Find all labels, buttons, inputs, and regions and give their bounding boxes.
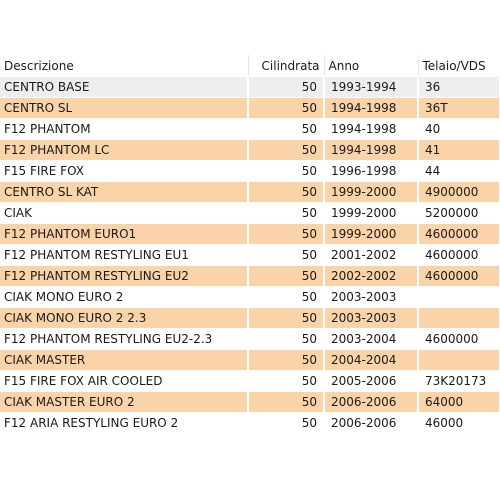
table-row[interactable]: F12 PHANTOM RESTYLING EU2-2.3 50 2003-2004… <box>0 328 500 350</box>
cell-cilindrata: 50 <box>248 349 325 371</box>
table-row[interactable]: F12 PHANTOM RESTYLING EU1 50 2001-2002 4600… <box>0 244 500 266</box>
column-header-anno[interactable]: Anno <box>324 55 419 77</box>
cell-telaio <box>418 307 500 329</box>
cell-descrizione: F12 PHANTOM EURO1 <box>0 223 249 245</box>
cell-cilindrata: 50 <box>248 202 325 224</box>
table-row[interactable]: CIAK 50 1999-2000 5200000 <box>0 202 500 224</box>
cell-cilindrata: 50 <box>248 139 325 161</box>
cell-telaio: 4600000 <box>418 265 500 287</box>
cell-telaio: 4900000 <box>418 181 500 203</box>
table-row[interactable]: CENTRO BASE 50 1993-1994 36 <box>0 76 500 98</box>
cell-anno: 2001-2002 <box>324 244 419 266</box>
cell-anno: 1999-2000 <box>324 202 419 224</box>
table-row[interactable]: CIAK MASTER 50 2004-2004 <box>0 349 500 371</box>
cell-telaio: 4600000 <box>418 244 500 266</box>
models-table: Descrizione Cilindrata Anno Telaio/VDS C… <box>0 55 500 433</box>
cell-telaio <box>418 349 500 371</box>
cell-descrizione: F12 PHANTOM RESTYLING EU2 <box>0 265 249 287</box>
cell-telaio: 41 <box>418 139 500 161</box>
cell-cilindrata: 50 <box>248 76 325 98</box>
table-row[interactable]: CIAK MONO EURO 2 50 2003-2003 <box>0 286 500 308</box>
cell-anno: 2003-2003 <box>324 286 419 308</box>
cell-descrizione: F15 FIRE FOX <box>0 160 249 182</box>
cell-telaio: 5200000 <box>418 202 500 224</box>
cell-cilindrata: 50 <box>248 118 325 140</box>
cell-telaio: 36 <box>418 76 500 98</box>
table-body: CENTRO BASE 50 1993-1994 36 CENTRO SL 50 1994-… <box>0 76 500 433</box>
table-row[interactable]: F12 PHANTOM 50 1994-1998 40 <box>0 118 500 140</box>
cell-descrizione: CIAK MASTER EURO 2 <box>0 391 249 413</box>
cell-cilindrata: 50 <box>248 181 325 203</box>
cell-cilindrata: 50 <box>248 97 325 119</box>
cell-anno: 2002-2002 <box>324 265 419 287</box>
cell-telaio: 4600000 <box>418 328 500 350</box>
cell-anno: 2006-2006 <box>324 391 419 413</box>
cell-descrizione: F12 PHANTOM LC <box>0 139 249 161</box>
cell-anno: 2006-2006 <box>324 412 419 433</box>
cell-descrizione: F12 ARIA RESTYLING EURO 2 <box>0 412 249 433</box>
cell-descrizione: CENTRO BASE <box>0 76 249 98</box>
table-header-row: Descrizione Cilindrata Anno Telaio/VDS <box>0 55 500 77</box>
cell-telaio: 36T <box>418 97 500 119</box>
models-table-container: Descrizione Cilindrata Anno Telaio/VDS C… <box>0 55 500 433</box>
table-row[interactable]: CENTRO SL 50 1994-1998 36T <box>0 97 500 119</box>
cell-anno: 2005-2006 <box>324 370 419 392</box>
table-row[interactable]: F12 PHANTOM RESTYLING EU2 50 2002-2002 4600… <box>0 265 500 287</box>
cell-descrizione: F15 FIRE FOX AIR COOLED <box>0 370 249 392</box>
column-header-cilindrata[interactable]: Cilindrata <box>248 55 325 77</box>
cell-anno: 1994-1998 <box>324 97 419 119</box>
cell-descrizione: F12 PHANTOM <box>0 118 249 140</box>
cell-anno: 1996-1998 <box>324 160 419 182</box>
table-row[interactable]: F15 FIRE FOX AIR COOLED 50 2005-2006 73K201… <box>0 370 500 392</box>
cell-cilindrata: 50 <box>248 244 325 266</box>
cell-descrizione: CIAK MASTER <box>0 349 249 371</box>
table-row[interactable]: F12 PHANTOM EURO1 50 1999-2000 4600000 <box>0 223 500 245</box>
cell-cilindrata: 50 <box>248 412 325 433</box>
cell-cilindrata: 50 <box>248 370 325 392</box>
column-header-telaio[interactable]: Telaio/VDS <box>418 55 500 77</box>
column-header-descrizione[interactable]: Descrizione <box>0 55 249 77</box>
cell-anno: 2003-2003 <box>324 307 419 329</box>
cell-telaio: 73K20173 <box>418 370 500 392</box>
cell-cilindrata: 50 <box>248 223 325 245</box>
cell-descrizione: F12 PHANTOM RESTYLING EU2-2.3 <box>0 328 249 350</box>
cell-anno: 2003-2004 <box>324 328 419 350</box>
cell-anno: 1994-1998 <box>324 118 419 140</box>
cell-telaio: 46000 <box>418 412 500 433</box>
cell-cilindrata: 50 <box>248 160 325 182</box>
cell-telaio: 64000 <box>418 391 500 413</box>
cell-cilindrata: 50 <box>248 391 325 413</box>
cell-telaio: 40 <box>418 118 500 140</box>
cell-anno: 2004-2004 <box>324 349 419 371</box>
cell-cilindrata: 50 <box>248 286 325 308</box>
table-row[interactable]: CIAK MASTER EURO 2 50 2006-2006 64000 <box>0 391 500 413</box>
cell-descrizione: CIAK MONO EURO 2 2.3 <box>0 307 249 329</box>
cell-descrizione: F12 PHANTOM RESTYLING EU1 <box>0 244 249 266</box>
table-row[interactable]: CENTRO SL KAT 50 1999-2000 4900000 <box>0 181 500 203</box>
table-row[interactable]: F12 PHANTOM LC 50 1994-1998 41 <box>0 139 500 161</box>
cell-anno: 1999-2000 <box>324 181 419 203</box>
cell-telaio: 44 <box>418 160 500 182</box>
table-row[interactable]: F12 ARIA RESTYLING EURO 2 50 2006-2006 4600… <box>0 412 500 433</box>
cell-descrizione: CENTRO SL KAT <box>0 181 249 203</box>
table-row[interactable]: CIAK MONO EURO 2 2.3 50 2003-2003 <box>0 307 500 329</box>
cell-anno: 1994-1998 <box>324 139 419 161</box>
cell-anno: 1993-1994 <box>324 76 419 98</box>
cell-descrizione: CENTRO SL <box>0 97 249 119</box>
cell-cilindrata: 50 <box>248 328 325 350</box>
cell-descrizione: CIAK MONO EURO 2 <box>0 286 249 308</box>
table-row[interactable]: F15 FIRE FOX 50 1996-1998 44 <box>0 160 500 182</box>
cell-cilindrata: 50 <box>248 265 325 287</box>
cell-telaio <box>418 286 500 308</box>
cell-descrizione: CIAK <box>0 202 249 224</box>
cell-cilindrata: 50 <box>248 307 325 329</box>
cell-anno: 1999-2000 <box>324 223 419 245</box>
cell-telaio: 4600000 <box>418 223 500 245</box>
